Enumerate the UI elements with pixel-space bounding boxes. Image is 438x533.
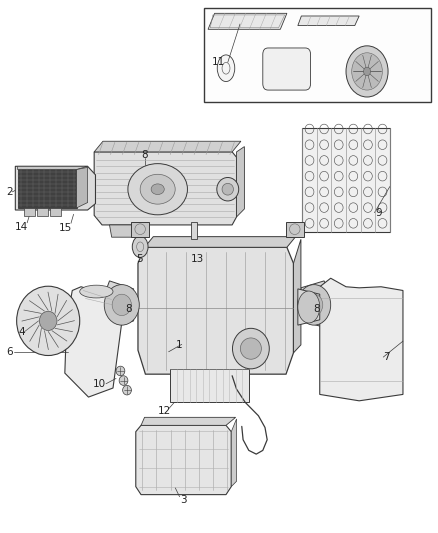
Bar (37, 208, 48, 216)
Ellipse shape (128, 164, 187, 215)
Ellipse shape (217, 177, 239, 201)
Text: 3: 3 (180, 495, 187, 505)
Polygon shape (101, 281, 134, 329)
Text: 5: 5 (136, 254, 143, 263)
Ellipse shape (346, 46, 388, 97)
Polygon shape (293, 239, 301, 353)
Polygon shape (136, 425, 231, 495)
Polygon shape (26, 325, 74, 332)
Polygon shape (298, 289, 320, 325)
Text: 8: 8 (141, 150, 148, 159)
Ellipse shape (39, 311, 57, 330)
Polygon shape (110, 225, 136, 237)
Ellipse shape (104, 285, 139, 325)
Text: 4: 4 (18, 327, 25, 336)
Polygon shape (231, 419, 237, 487)
Ellipse shape (151, 184, 164, 195)
Ellipse shape (364, 67, 371, 76)
Polygon shape (26, 332, 72, 338)
Bar (204, 8, 431, 102)
Ellipse shape (80, 285, 113, 298)
Ellipse shape (140, 174, 175, 204)
Bar (302, 128, 390, 232)
FancyBboxPatch shape (263, 48, 311, 90)
Polygon shape (237, 147, 244, 217)
Polygon shape (286, 222, 304, 237)
Text: 8: 8 (125, 304, 132, 314)
Polygon shape (94, 141, 241, 152)
Text: 12: 12 (158, 407, 171, 416)
Polygon shape (301, 281, 333, 327)
Ellipse shape (116, 366, 125, 376)
Text: 11: 11 (212, 58, 225, 67)
Bar (50, 208, 61, 216)
Ellipse shape (298, 291, 320, 323)
Ellipse shape (240, 338, 261, 359)
Ellipse shape (233, 328, 269, 369)
Ellipse shape (17, 286, 80, 356)
Polygon shape (18, 166, 88, 169)
Ellipse shape (132, 236, 148, 257)
Polygon shape (77, 167, 88, 208)
Polygon shape (131, 222, 149, 237)
Polygon shape (15, 166, 95, 210)
Ellipse shape (123, 385, 131, 395)
Text: 9: 9 (375, 208, 382, 217)
Text: 7: 7 (383, 352, 390, 362)
Text: 14: 14 (15, 222, 28, 231)
Text: 1: 1 (175, 340, 182, 350)
Text: 15: 15 (59, 223, 72, 232)
Polygon shape (141, 417, 236, 425)
Polygon shape (18, 168, 77, 208)
Ellipse shape (112, 294, 131, 316)
Text: 10: 10 (93, 379, 106, 389)
Polygon shape (138, 247, 293, 374)
Ellipse shape (217, 55, 235, 82)
Polygon shape (65, 287, 122, 397)
Text: 13: 13 (191, 254, 204, 263)
Ellipse shape (119, 376, 128, 385)
Polygon shape (94, 152, 237, 225)
Polygon shape (145, 237, 296, 247)
Text: 8: 8 (313, 304, 320, 314)
Bar (191, 222, 197, 239)
Text: 6: 6 (6, 347, 13, 357)
Text: 2: 2 (6, 187, 13, 197)
Ellipse shape (297, 285, 331, 325)
Ellipse shape (352, 53, 382, 90)
Bar (170, 369, 249, 402)
Polygon shape (208, 13, 287, 29)
Ellipse shape (222, 183, 233, 195)
Polygon shape (320, 278, 403, 401)
Polygon shape (298, 16, 359, 26)
Ellipse shape (305, 294, 323, 316)
Bar (24, 208, 35, 216)
